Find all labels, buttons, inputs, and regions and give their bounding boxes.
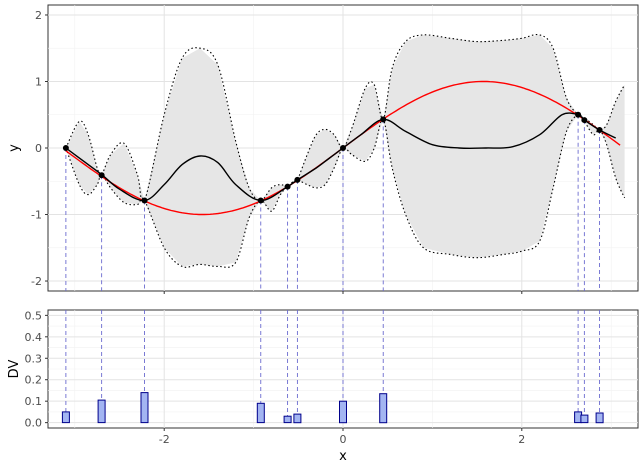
bottom-y-tick-label: 0.0 xyxy=(25,417,43,430)
bottom-y-tick-label: 0.4 xyxy=(25,331,43,344)
bottom-y-ticks: 0.0 0.1 0.2 0.3 0.4 0.5 xyxy=(25,309,48,430)
dv-bar xyxy=(61,411,70,424)
bottom-y-tick-label: 0.3 xyxy=(25,352,43,365)
observation-point xyxy=(340,145,346,151)
bottom-x-tick-label: 0 xyxy=(340,433,347,446)
posterior-mean-line xyxy=(65,112,617,202)
dv-bar xyxy=(256,402,265,424)
dv-bar xyxy=(339,400,347,424)
top-y-tick-label: 1 xyxy=(35,75,42,88)
observation-point xyxy=(141,197,148,204)
bottom-x-tick-label: 2 xyxy=(518,433,525,446)
bottom-guide-lines xyxy=(65,310,601,417)
lower-bound-line xyxy=(65,113,626,268)
bottom-y-tick-label: 0.1 xyxy=(25,395,43,408)
bottom-y-tick-label: 0.2 xyxy=(25,374,43,387)
bottom-y-axis-title: DV xyxy=(7,360,22,379)
observation-point xyxy=(62,145,69,151)
observation-point xyxy=(596,127,603,134)
observation-point xyxy=(380,116,387,123)
confidence-band xyxy=(65,34,625,267)
confidence-band-area xyxy=(65,34,625,267)
dv-bar xyxy=(379,393,388,424)
observation-point xyxy=(98,172,105,179)
bottom-panel: 0.0 0.1 0.2 0.3 0.4 0.5 -2 0 2 DV x xyxy=(7,309,639,464)
top-y-tick-label: -2 xyxy=(31,275,42,288)
dv-bar xyxy=(293,413,302,424)
top-y-tick-label: 0 xyxy=(35,142,42,155)
upper-bound-line xyxy=(65,34,626,204)
observation-point xyxy=(575,111,582,118)
dv-bar xyxy=(595,412,604,424)
top-guide-lines xyxy=(65,114,601,291)
observation-point xyxy=(581,117,588,124)
bottom-x-tick-label: -2 xyxy=(159,433,170,446)
observation-points xyxy=(62,111,603,204)
top-x-ticks xyxy=(163,291,523,294)
top-panel: -2 -1 0 1 2 y xyxy=(7,4,639,294)
top-y-axis-title: y xyxy=(7,144,22,152)
bottom-y-tick-label: 0.5 xyxy=(25,309,43,322)
top-y-ticks: -2 -1 0 1 2 xyxy=(31,9,48,288)
dv-bar xyxy=(97,399,106,424)
dv-bar xyxy=(580,414,589,424)
top-y-tick-label: 2 xyxy=(35,9,42,22)
observation-point xyxy=(294,176,301,183)
dv-bar xyxy=(140,392,149,424)
observation-point xyxy=(284,183,291,190)
x-axis-title: x xyxy=(339,449,347,464)
dv-bar xyxy=(283,415,292,424)
bottom-x-ticks: -2 0 2 xyxy=(159,428,525,446)
dv-bars xyxy=(61,392,604,424)
observation-point xyxy=(257,197,264,204)
top-y-tick-label: -1 xyxy=(31,209,42,222)
